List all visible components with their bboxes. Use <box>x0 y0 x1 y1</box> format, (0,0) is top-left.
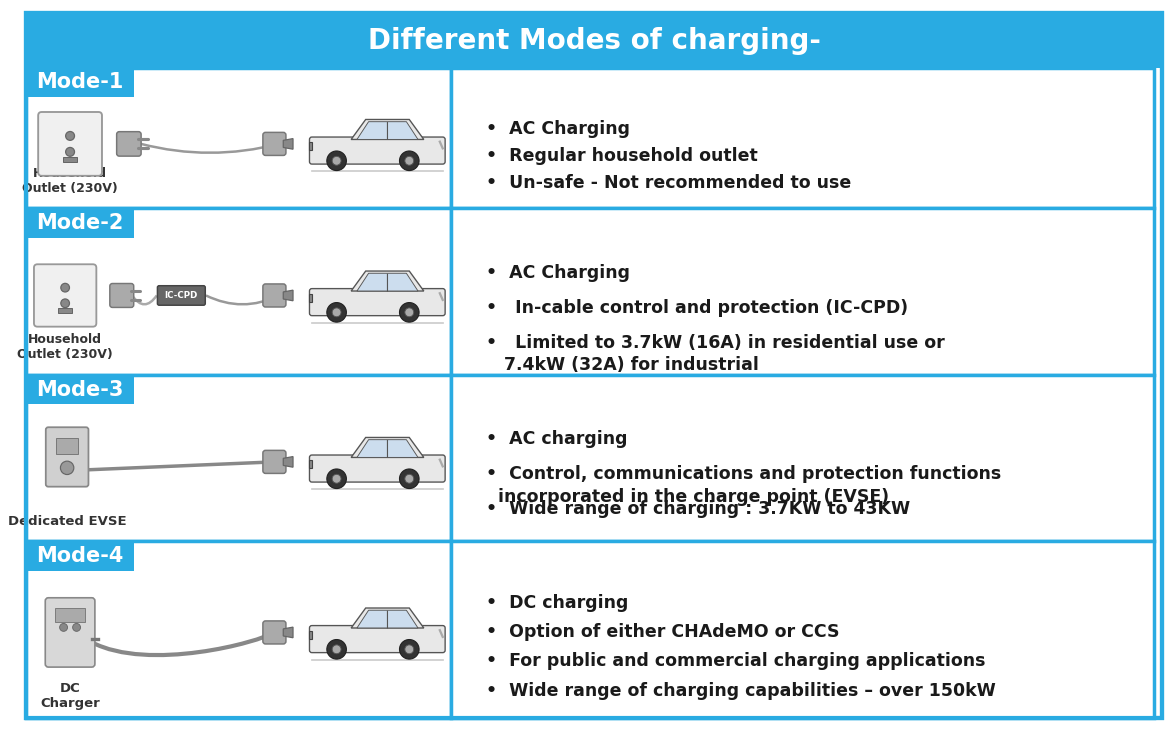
Bar <box>26 208 452 375</box>
Polygon shape <box>351 437 424 458</box>
Polygon shape <box>357 610 418 628</box>
Bar <box>452 208 1155 375</box>
Bar <box>26 541 135 571</box>
Circle shape <box>405 474 414 483</box>
Bar <box>56 438 78 454</box>
Text: DC
Charger: DC Charger <box>40 682 99 710</box>
Polygon shape <box>351 271 424 291</box>
Circle shape <box>61 299 69 308</box>
Polygon shape <box>283 627 292 637</box>
Text: •  Wide range of charging capabilities – over 150kW: • Wide range of charging capabilities – … <box>486 681 996 700</box>
Polygon shape <box>283 290 292 300</box>
Circle shape <box>399 469 419 488</box>
Circle shape <box>332 645 340 654</box>
FancyBboxPatch shape <box>110 284 133 308</box>
Text: Household
Outlet (230V): Household Outlet (230V) <box>22 167 118 195</box>
Text: IC-CPD: IC-CPD <box>165 291 198 300</box>
Text: •  Control, communications and protection functions
  incorporated in the charge: • Control, communications and protection… <box>486 465 1000 506</box>
Bar <box>309 142 312 150</box>
FancyBboxPatch shape <box>39 112 102 175</box>
Text: •  Regular household outlet: • Regular household outlet <box>486 147 757 165</box>
Bar <box>26 375 135 404</box>
Circle shape <box>326 151 346 170</box>
Text: •  DC charging: • DC charging <box>486 594 628 613</box>
Circle shape <box>405 645 414 654</box>
Bar <box>309 631 312 639</box>
Polygon shape <box>357 121 418 140</box>
Circle shape <box>399 151 419 170</box>
Polygon shape <box>351 119 424 140</box>
FancyBboxPatch shape <box>263 621 285 644</box>
Circle shape <box>326 303 346 322</box>
FancyBboxPatch shape <box>263 450 285 474</box>
Circle shape <box>326 640 346 659</box>
Circle shape <box>61 461 74 474</box>
Text: Different Modes of charging-: Different Modes of charging- <box>367 26 820 55</box>
Bar <box>63 157 77 162</box>
Bar <box>58 308 73 313</box>
FancyBboxPatch shape <box>310 626 445 653</box>
Circle shape <box>66 132 75 140</box>
Bar <box>26 68 135 97</box>
FancyBboxPatch shape <box>310 455 445 482</box>
Circle shape <box>332 474 340 483</box>
Bar <box>26 68 452 208</box>
Polygon shape <box>357 273 418 291</box>
Circle shape <box>405 308 414 317</box>
Text: •  Option of either CHAdeMO or CCS: • Option of either CHAdeMO or CCS <box>486 624 839 641</box>
Polygon shape <box>283 457 292 467</box>
FancyBboxPatch shape <box>158 286 205 306</box>
Polygon shape <box>351 608 424 628</box>
Text: Mode-1: Mode-1 <box>36 72 124 92</box>
Circle shape <box>61 284 69 292</box>
Bar <box>309 294 312 302</box>
Polygon shape <box>283 139 292 149</box>
Text: Household
Outlet (230V): Household Outlet (230V) <box>18 333 113 361</box>
Bar <box>309 460 312 468</box>
FancyBboxPatch shape <box>34 265 96 327</box>
Circle shape <box>60 624 68 632</box>
Circle shape <box>332 308 340 317</box>
Circle shape <box>66 148 75 156</box>
Circle shape <box>399 303 419 322</box>
Text: •  Un-safe - Not recommended to use: • Un-safe - Not recommended to use <box>486 174 851 192</box>
Text: •   In-cable control and protection (IC-CPD): • In-cable control and protection (IC-CP… <box>486 299 908 317</box>
Bar <box>55 608 85 622</box>
Bar <box>26 375 452 541</box>
FancyBboxPatch shape <box>310 289 445 316</box>
Bar <box>452 541 1155 718</box>
FancyBboxPatch shape <box>263 284 285 307</box>
Circle shape <box>332 156 340 165</box>
Bar <box>26 208 135 238</box>
Bar <box>26 541 452 718</box>
FancyBboxPatch shape <box>46 598 95 667</box>
Text: •  AC charging: • AC charging <box>486 430 627 448</box>
Bar <box>26 13 1162 68</box>
Text: Mode-2: Mode-2 <box>36 213 124 233</box>
FancyBboxPatch shape <box>46 427 89 487</box>
Circle shape <box>326 469 346 488</box>
Text: •  AC Charging: • AC Charging <box>486 264 629 281</box>
Text: Mode-3: Mode-3 <box>36 379 124 400</box>
Bar <box>452 375 1155 541</box>
FancyBboxPatch shape <box>263 132 285 156</box>
Circle shape <box>73 624 81 632</box>
Circle shape <box>399 640 419 659</box>
Text: •  AC Charging: • AC Charging <box>486 120 629 138</box>
FancyBboxPatch shape <box>117 132 142 156</box>
Text: •  Wide range of charging : 3.7KW to 43KW: • Wide range of charging : 3.7KW to 43KW <box>486 500 910 518</box>
Circle shape <box>405 156 414 165</box>
Text: Mode-4: Mode-4 <box>36 546 124 566</box>
Text: •  For public and commercial charging applications: • For public and commercial charging app… <box>486 653 985 670</box>
Bar <box>452 68 1155 208</box>
FancyBboxPatch shape <box>310 137 445 164</box>
Text: Dedicated EVSE: Dedicated EVSE <box>8 515 126 528</box>
Text: •   Limited to 3.7kW (16A) in residential use or
   7.4kW (32A) for industrial: • Limited to 3.7kW (16A) in residential … <box>486 333 944 374</box>
Polygon shape <box>357 439 418 458</box>
